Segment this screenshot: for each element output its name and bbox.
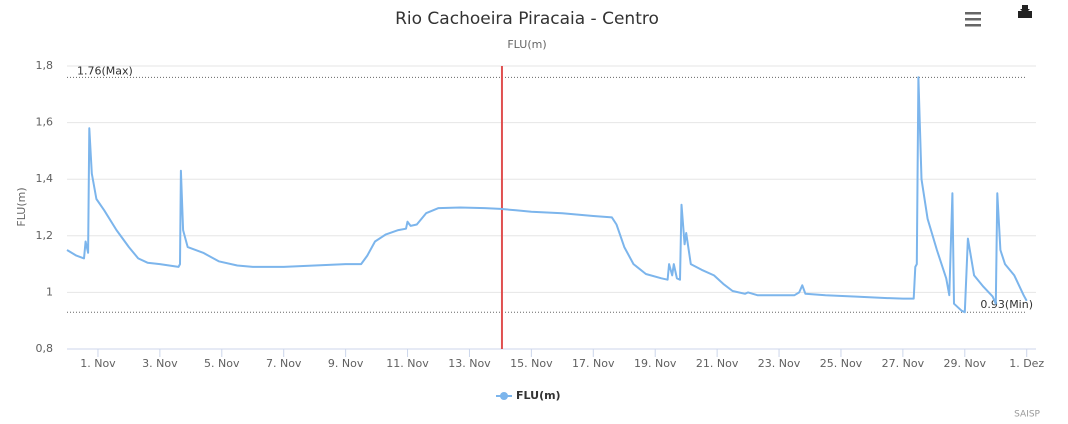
x-tick-label: 13. Nov <box>448 357 491 370</box>
y-tick-label: 1,8 <box>36 59 54 72</box>
x-tick-label: 29. Nov <box>944 357 987 370</box>
y-tick-label: 0,8 <box>36 342 54 355</box>
chart-title: Rio Cachoeira Piracaia - Centro <box>395 9 659 29</box>
plot-line-label: 0.93(Min) <box>980 298 1033 311</box>
menu-button[interactable] <box>965 12 981 27</box>
y-axis-label: FLU(m) <box>15 187 28 226</box>
menu-bar <box>965 24 981 27</box>
x-tick-label: 27. Nov <box>882 357 925 370</box>
credits: SAISP <box>1014 410 1040 420</box>
x-tick-label: 7. Nov <box>266 357 302 370</box>
data-line <box>66 76 1028 314</box>
chart-subtitle: FLU(m) <box>507 38 546 51</box>
x-tick-label: 1. Nov <box>80 357 116 370</box>
x-tick-label: 21. Nov <box>696 357 739 370</box>
x-tick-label: 11. Nov <box>386 357 429 370</box>
download-button[interactable] <box>1018 5 1032 18</box>
x-tick-label: 1. Dez <box>1009 357 1044 370</box>
legend-label: FLU(m) <box>516 389 561 402</box>
plot-line-label: 1.76(Max) <box>77 64 133 77</box>
x-tick-label: 9. Nov <box>328 357 364 370</box>
x-tick-label: 23. Nov <box>758 357 801 370</box>
x-tick-label: 17. Nov <box>572 357 615 370</box>
y-tick-label: 1,2 <box>36 229 54 242</box>
download-icon <box>1018 11 1032 18</box>
x-tick-label: 5. Nov <box>204 357 240 370</box>
x-tick-label: 15. Nov <box>510 357 553 370</box>
legend-marker <box>500 392 508 400</box>
download-arrow <box>1020 5 1030 14</box>
x-tick-label: 19. Nov <box>634 357 677 370</box>
y-tick-label: 1,4 <box>36 172 54 185</box>
menu-bar <box>965 18 981 21</box>
x-tick-label: 25. Nov <box>820 357 863 370</box>
y-tick-label: 1 <box>46 285 53 298</box>
menu-bar <box>965 12 981 15</box>
y-tick-label: 1,6 <box>36 116 54 129</box>
x-tick-label: 3. Nov <box>142 357 178 370</box>
legend-item[interactable]: FLU(m) <box>496 389 561 402</box>
